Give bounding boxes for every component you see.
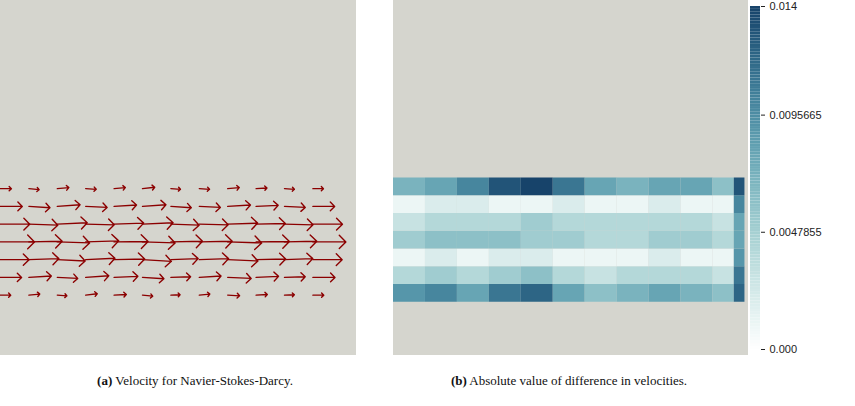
svg-text:0.0095665: 0.0095665 [770,109,822,121]
svg-text:0.000: 0.000 [770,343,798,355]
html-text:(b) Absolute value of differen: (b) Absolute value of difference in velo… [450,373,688,388]
svg-text:0.0047855: 0.0047855 [770,226,822,238]
html-text:(a) Velocity for Navier-Stokes: (a) Velocity for Navier-Stokes-Darcy. [97,373,293,388]
svg-text:0.014: 0.014 [770,0,798,12]
